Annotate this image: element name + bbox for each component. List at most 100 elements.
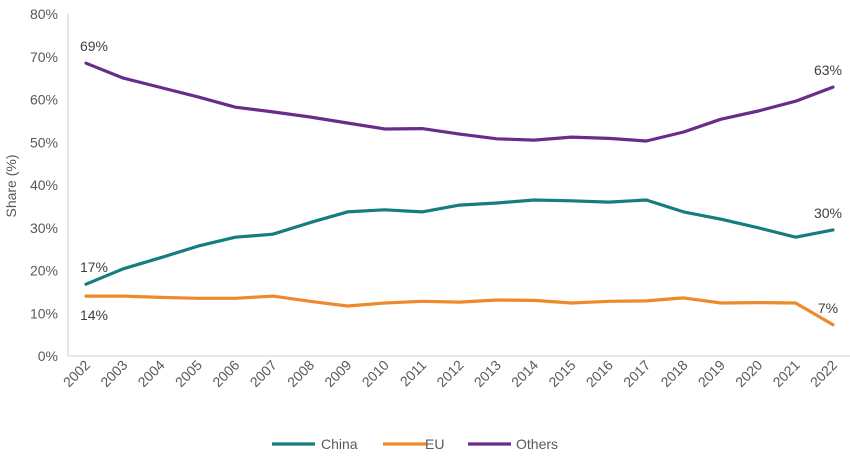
y-axis-title: Share (%) [3,154,19,217]
data-point-eu [757,301,760,304]
data-point-eu [607,300,610,303]
data-point-eu [458,301,461,304]
data-point-china [794,236,797,239]
y-tick-label: 50% [30,134,58,150]
x-tick-label: 2019 [695,357,728,390]
data-label-others: 69% [80,38,108,54]
x-tick-label: 2021 [769,357,802,390]
data-point-eu [682,296,685,299]
x-tick-label: 2022 [807,357,840,390]
x-tick-label: 2006 [209,357,242,390]
data-point-eu [271,295,274,298]
data-point-china [421,210,424,213]
legend-item-china[interactable]: China [272,436,358,452]
data-labels: 17% 30% 14% 7% 69% 63% [80,38,842,323]
x-tick-label: 2020 [732,357,765,390]
y-tick-label: 60% [30,92,58,108]
data-point-eu [234,297,237,300]
data-point-eu [495,298,498,301]
y-tick-label: 20% [30,263,58,279]
data-point-china [570,199,573,202]
data-point-others [719,118,722,121]
data-point-china [682,210,685,213]
data-point-others [159,86,162,89]
data-point-eu [570,301,573,304]
data-point-others [495,137,498,140]
data-point-china [831,228,834,231]
data-point-eu [309,300,312,303]
data-point-others [831,86,834,89]
data-point-eu [346,304,349,307]
data-label-eu: 7% [818,300,838,316]
data-point-others [533,139,536,142]
data-label-china: 17% [80,259,108,275]
data-point-others [196,95,199,98]
x-tick-label: 2007 [247,357,280,390]
data-point-others [421,127,424,130]
data-point-eu [383,301,386,304]
data-point-others [645,139,648,142]
y-tick-label: 70% [30,49,58,65]
x-axis: 2002 2003 2004 2005 2006 2007 2008 2009 2010 2011… [60,355,850,390]
data-label-others: 63% [814,62,842,78]
data-point-eu [122,295,125,298]
data-point-others [84,62,87,65]
data-point-china [346,210,349,213]
data-point-china [458,203,461,206]
data-point-china [122,267,125,270]
data-point-eu [645,299,648,302]
data-point-eu [719,301,722,304]
data-point-others [682,130,685,133]
data-point-others [570,136,573,139]
data-point-eu [159,296,162,299]
data-point-china [271,233,274,236]
x-tick-label: 2002 [60,357,93,390]
data-point-china [495,201,498,204]
x-tick-label: 2015 [545,357,578,390]
x-tick-label: 2014 [508,357,541,390]
data-point-eu [794,301,797,304]
y-tick-label: 10% [30,305,58,321]
data-point-others [794,100,797,103]
series-line-eu [84,294,835,327]
data-label-china: 30% [814,205,842,221]
y-tick-label: 80% [30,6,58,22]
data-point-eu [831,323,834,326]
series-line-others [84,61,835,143]
data-point-others [757,109,760,112]
x-tick-label: 2012 [433,357,466,390]
x-tick-label: 2004 [134,357,167,390]
x-tick-label: 2013 [471,357,504,390]
data-point-china [309,221,312,224]
legend-item-others[interactable]: Others [468,436,558,452]
series-layer [84,61,835,327]
data-point-others [458,133,461,136]
data-point-others [122,77,125,80]
x-tick-label: 2009 [321,357,354,390]
data-point-others [271,110,274,113]
data-point-others [346,121,349,124]
data-point-china [84,283,87,286]
data-point-china [234,236,237,239]
data-point-others [607,137,610,140]
y-tick-label: 40% [30,177,58,193]
data-point-china [719,218,722,221]
legend-label: Others [516,436,558,452]
x-tick-label: 2017 [620,357,653,390]
series-line-china [84,198,835,286]
data-point-china [757,226,760,229]
x-tick-label: 2008 [284,357,317,390]
legend-item-eu[interactable]: EU [383,436,444,452]
legend-label: EU [425,436,444,452]
legend-label: China [321,436,358,452]
y-tick-label: 30% [30,220,58,236]
x-tick-label: 2003 [97,357,130,390]
data-point-eu [421,300,424,303]
y-axis: 0% 10% 20% 30% 40% 50% 60% 70% 80% [30,6,69,364]
x-tick-label: 2016 [583,357,616,390]
data-point-eu [533,299,536,302]
y-tick-label: 0% [38,348,58,364]
data-point-china [607,201,610,204]
data-point-china [159,256,162,259]
